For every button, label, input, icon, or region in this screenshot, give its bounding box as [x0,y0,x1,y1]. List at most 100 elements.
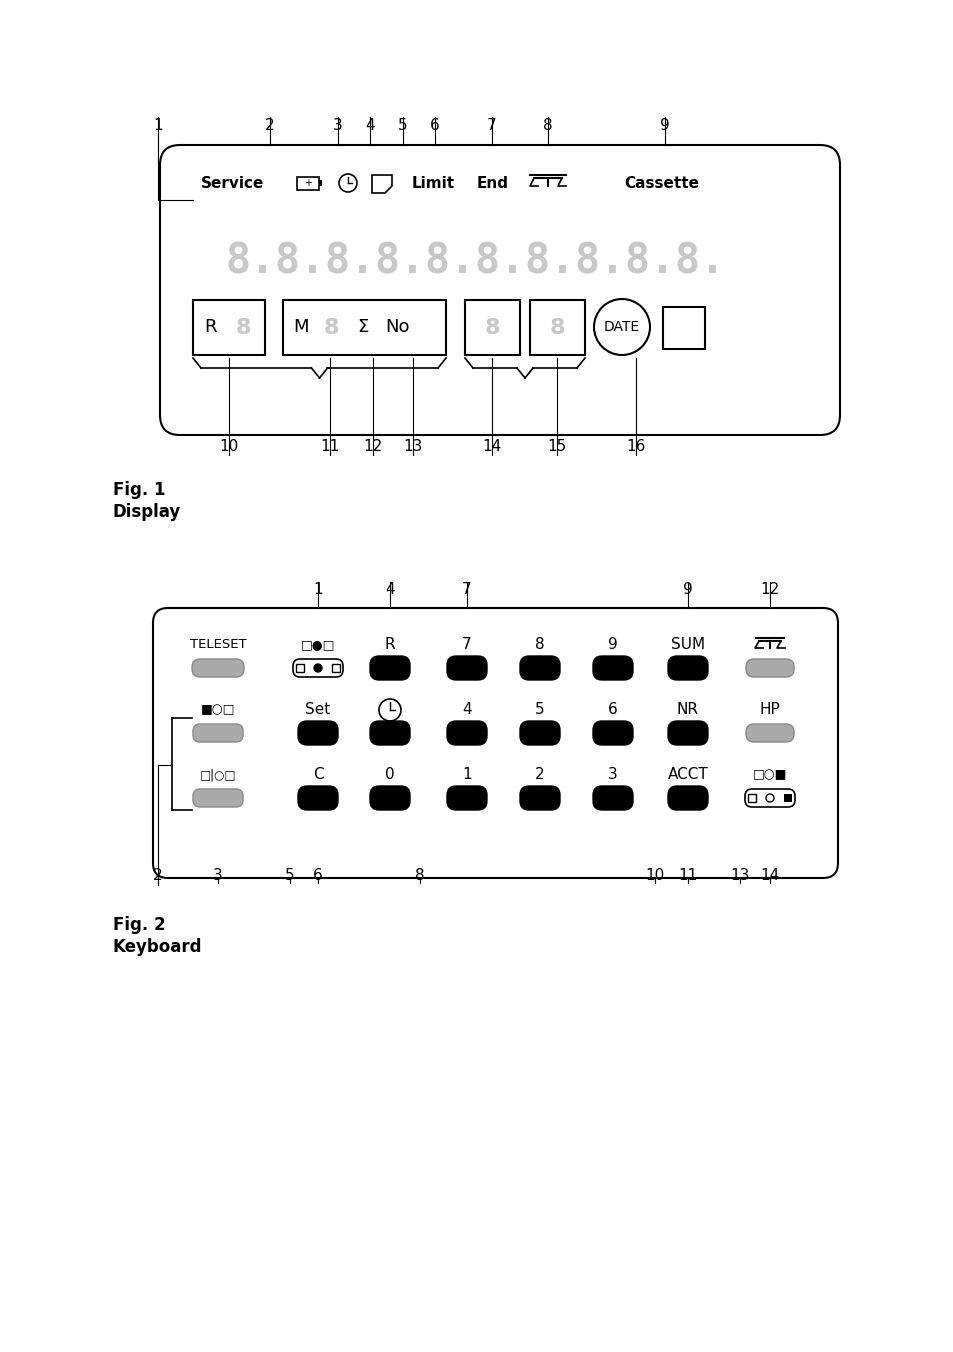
Bar [464,300,519,356]
FancyBboxPatch shape [593,721,633,745]
Text: 4: 4 [461,703,472,718]
Circle shape [594,299,649,356]
Text: □●□: □●□ [300,638,335,652]
Text: 9: 9 [659,118,669,132]
Text: 8: 8 [542,118,552,132]
Text: ■○□: ■○□ [200,703,235,717]
Text: End: End [476,176,509,191]
Bar [295,664,304,672]
FancyBboxPatch shape [370,786,410,810]
FancyBboxPatch shape [519,656,559,680]
FancyBboxPatch shape [293,658,343,677]
Text: Fig. 1: Fig. 1 [112,481,165,499]
FancyBboxPatch shape [745,658,793,677]
Text: 9: 9 [607,638,618,653]
Text: 8: 8 [415,868,424,883]
FancyBboxPatch shape [370,721,410,745]
FancyBboxPatch shape [519,786,559,810]
Text: 3: 3 [213,868,223,883]
Text: 1: 1 [153,118,163,132]
Text: C: C [313,768,323,783]
Text: 6: 6 [430,118,439,132]
Text: 6: 6 [607,703,618,718]
Text: 2: 2 [153,868,163,883]
Text: 4: 4 [385,583,395,598]
Text: 11: 11 [678,868,697,883]
Text: Display: Display [112,503,181,521]
Text: Limit: Limit [411,176,454,191]
Circle shape [378,699,400,721]
Text: M: M [293,319,309,337]
Text: SUM: SUM [670,638,704,653]
Text: 8: 8 [535,638,544,653]
FancyBboxPatch shape [447,721,486,745]
Text: □|○□: □|○□ [199,768,236,781]
Text: 5: 5 [535,703,544,718]
Text: 1: 1 [313,583,322,598]
Text: 6: 6 [313,868,322,883]
Text: +: + [304,178,312,188]
FancyBboxPatch shape [447,656,486,680]
FancyBboxPatch shape [192,658,244,677]
Text: 5: 5 [285,868,294,883]
Text: 7: 7 [461,583,472,598]
Text: 7: 7 [487,118,497,132]
FancyBboxPatch shape [667,656,707,680]
Text: ACCT: ACCT [667,768,708,783]
Text: 12: 12 [363,439,382,454]
Text: 8: 8 [549,318,565,338]
Text: TELESET: TELESET [190,638,246,652]
FancyBboxPatch shape [193,725,243,742]
FancyBboxPatch shape [370,656,410,680]
Polygon shape [372,174,392,193]
FancyBboxPatch shape [152,608,837,877]
Circle shape [314,664,322,672]
Text: HP: HP [759,703,780,718]
Text: 3: 3 [607,768,618,783]
Text: 16: 16 [626,439,645,454]
Bar [662,307,704,349]
Text: 8.8.8.8.8.8.8.8.8.8.: 8.8.8.8.8.8.8.8.8.8. [225,241,724,283]
FancyBboxPatch shape [667,721,707,745]
Text: 7: 7 [461,638,472,653]
FancyBboxPatch shape [667,786,707,810]
Text: 4: 4 [365,118,375,132]
FancyBboxPatch shape [447,786,486,810]
FancyBboxPatch shape [745,725,793,742]
Text: 10: 10 [644,868,664,883]
Text: 13: 13 [730,868,749,883]
Text: 13: 13 [403,439,422,454]
FancyBboxPatch shape [160,145,840,435]
Text: 14: 14 [482,439,501,454]
Text: 12: 12 [760,583,779,598]
Text: 2: 2 [265,118,274,132]
Bar [296,177,318,189]
FancyBboxPatch shape [519,721,559,745]
Bar [332,664,339,672]
Bar [193,300,265,356]
FancyBboxPatch shape [297,721,337,745]
Bar [783,794,791,802]
Text: Keyboard: Keyboard [112,938,202,956]
Text: Service: Service [201,176,264,191]
FancyBboxPatch shape [297,786,337,810]
Text: 5: 5 [397,118,407,132]
Text: 2: 2 [535,768,544,783]
Text: 11: 11 [320,439,339,454]
Text: No: No [385,319,410,337]
Text: Set: Set [305,703,331,718]
Text: NR: NR [677,703,699,718]
Text: 9: 9 [682,583,692,598]
Text: □○■: □○■ [752,768,786,781]
FancyBboxPatch shape [593,656,633,680]
FancyBboxPatch shape [744,790,794,807]
FancyBboxPatch shape [593,786,633,810]
Text: 14: 14 [760,868,779,883]
Bar [530,300,584,356]
Bar [747,794,755,802]
Text: 0: 0 [385,768,395,783]
Bar [318,180,322,187]
Text: 3: 3 [333,118,342,132]
FancyBboxPatch shape [193,790,243,807]
Text: 8: 8 [484,318,499,338]
